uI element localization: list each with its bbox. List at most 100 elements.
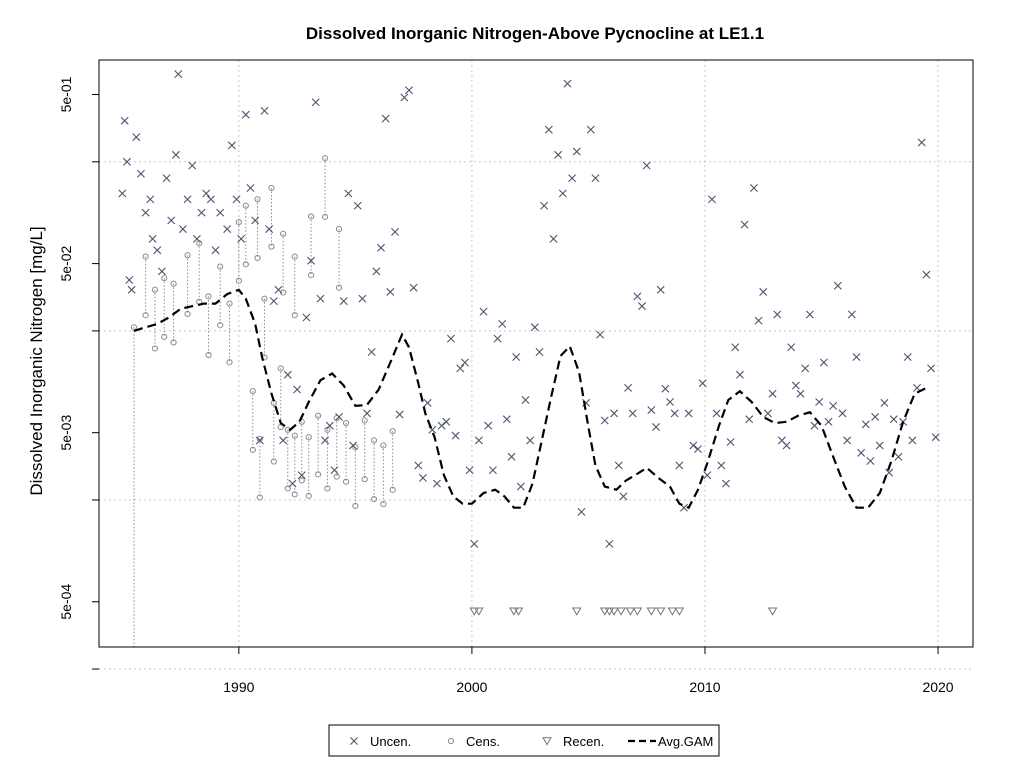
uncensored-point: [447, 335, 454, 342]
uncensored-point: [559, 190, 566, 197]
censored-point: [336, 226, 341, 231]
uncensored-point: [713, 410, 720, 417]
uncensored-point: [363, 410, 370, 417]
chart-title: Dissolved Inorganic Nitrogen-Above Pycno…: [306, 24, 764, 43]
uncensored-point: [601, 417, 608, 424]
uncensored-point: [198, 209, 205, 216]
uncensored-point: [862, 421, 869, 428]
uncensored-point: [536, 348, 543, 355]
uncensored-point: [610, 410, 617, 417]
uncensored-point: [317, 295, 324, 302]
uncensored-point: [410, 284, 417, 291]
uncensored-point: [797, 390, 804, 397]
uncensored-point: [541, 202, 548, 209]
uncensored-point: [932, 434, 939, 441]
uncensored-point: [853, 353, 860, 360]
uncensored-point: [133, 133, 140, 140]
y-axis: 5e-045e-035e-025e-01: [58, 76, 99, 669]
uncensored-point: [634, 293, 641, 300]
recensored-point: [769, 608, 777, 615]
uncensored-point: [760, 288, 767, 295]
uncensored-point: [550, 235, 557, 242]
uncensored-point: [172, 151, 179, 158]
uncensored-point: [876, 442, 883, 449]
legend-label: Avg.GAM: [658, 734, 713, 749]
uncensored-point: [513, 353, 520, 360]
uncensored-point: [867, 457, 874, 464]
uncensored-point: [736, 371, 743, 378]
uncensored-point: [280, 437, 287, 444]
uncensored-point: [377, 244, 384, 251]
uncensored-point: [545, 126, 552, 133]
uncensored-point: [179, 225, 186, 232]
uncensored-point: [587, 126, 594, 133]
uncensored-point: [359, 295, 366, 302]
uncensored-point: [741, 221, 748, 228]
x-tick-label: 2000: [456, 679, 487, 695]
uncensored-point: [158, 268, 165, 275]
uncensored-point: [881, 399, 888, 406]
uncensored-point: [825, 418, 832, 425]
uncensored-point: [508, 453, 515, 460]
uncensored-point: [457, 365, 464, 372]
uncensored-point: [858, 449, 865, 456]
uncensored-point: [503, 416, 510, 423]
uncensored-point: [391, 228, 398, 235]
uncensored-point: [909, 437, 916, 444]
uncensored-point: [489, 467, 496, 474]
uncensored-point: [755, 317, 762, 324]
uncensored-point: [904, 353, 911, 360]
x-tick-label: 2020: [922, 679, 953, 695]
uncensored-point: [820, 359, 827, 366]
uncensored-point: [844, 437, 851, 444]
uncensored-point: [685, 410, 692, 417]
y-tick-label: 5e-02: [58, 245, 74, 281]
uncensored-point: [345, 190, 352, 197]
uncensored-point: [648, 406, 655, 413]
uncensored-point: [137, 170, 144, 177]
uncensored-point: [652, 423, 659, 430]
uncensored-point: [119, 190, 126, 197]
recensored-point: [617, 608, 625, 615]
uncensored-point: [890, 416, 897, 423]
uncensored-point: [690, 442, 697, 449]
uncensored-point: [694, 445, 701, 452]
y-tick-label: 5e-04: [58, 584, 74, 620]
censored-point: [243, 203, 248, 208]
uncensored-point: [228, 142, 235, 149]
uncensored-point: [303, 314, 310, 321]
x-axis: 1990 2000 2010 2020: [223, 647, 954, 695]
recensored-point: [573, 608, 581, 615]
legend-label: Recen.: [563, 734, 604, 749]
uncensored-point: [666, 398, 673, 405]
uncensored-point: [722, 480, 729, 487]
uncensored-point: [806, 311, 813, 318]
uncensored-point: [774, 311, 781, 318]
uncensored-point: [163, 175, 170, 182]
uncensored-point: [461, 359, 468, 366]
uncensored-point: [126, 276, 133, 283]
uncensored-point: [382, 115, 389, 122]
recensored-point: [668, 608, 676, 615]
y-axis-label: Dissolved Inorganic Nitrogen [mg/L]: [27, 226, 46, 495]
uncensored-point: [895, 453, 902, 460]
uncensored-point: [284, 371, 291, 378]
uncensored-point: [592, 175, 599, 182]
uncensored-point: [217, 209, 224, 216]
uncensored-point: [708, 196, 715, 203]
legend-label: Uncen.: [370, 734, 411, 749]
uncensored-point: [769, 390, 776, 397]
uncensored-point: [872, 413, 879, 420]
uncensored-point: [499, 320, 506, 327]
uncensored-point: [289, 480, 296, 487]
uncensored-point: [142, 209, 149, 216]
uncensored-point: [671, 410, 678, 417]
uncensored-point: [149, 235, 156, 242]
uncensored-point: [839, 410, 846, 417]
uncensored-point: [147, 196, 154, 203]
uncensored-point: [203, 190, 210, 197]
uncensored-point: [340, 298, 347, 305]
censored-point: [281, 231, 286, 236]
uncensored-point: [662, 385, 669, 392]
uncensored-point: [676, 462, 683, 469]
